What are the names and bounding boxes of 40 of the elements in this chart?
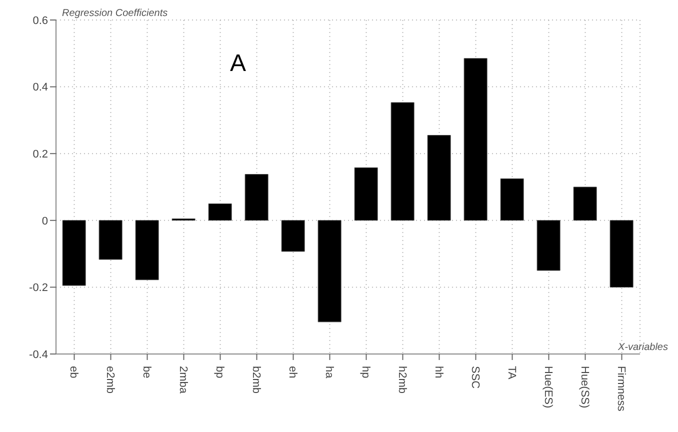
- bar: [390, 102, 414, 221]
- x-tick-label: h2mb: [396, 366, 408, 394]
- bar: [427, 134, 451, 221]
- x-tick-label: TA: [505, 366, 518, 380]
- y-tick-label: 0.2: [32, 148, 48, 161]
- bar: [536, 220, 560, 271]
- bar: [464, 58, 488, 221]
- x-tick-label: Firmness: [614, 366, 627, 412]
- bar: [354, 167, 378, 221]
- x-tick-label: SSC: [468, 366, 481, 389]
- bar: [62, 220, 86, 286]
- y-tick-label: 0.4: [32, 82, 48, 94]
- bar: [318, 220, 342, 322]
- annotation: A: [230, 50, 246, 78]
- x-tick-label: 2mba: [176, 366, 189, 394]
- x-tick-label: bp: [213, 366, 226, 378]
- y-tick-label: 0.6: [32, 14, 48, 27]
- bar: [610, 220, 634, 288]
- x-tick-label: Hue(ES): [542, 366, 554, 408]
- bar: [135, 220, 159, 280]
- y-tick-label: -0.4: [29, 348, 48, 361]
- x-tick-label: hp: [359, 366, 372, 378]
- y-axis-title: Regression Coefficients: [62, 8, 168, 19]
- bar: [98, 220, 122, 260]
- bar: [244, 174, 268, 221]
- bar: [500, 178, 524, 221]
- bar: [573, 186, 597, 221]
- x-tick-label: eb: [67, 366, 80, 378]
- y-tick-label: 0: [42, 215, 48, 228]
- y-tick-label: -0.2: [29, 282, 48, 294]
- x-tick-label: be: [140, 366, 152, 378]
- x-tick-label: eh: [286, 366, 298, 378]
- x-tick-label: hh: [432, 366, 444, 378]
- x-tick-label: ha: [322, 366, 335, 380]
- x-tick-label: b2mb: [250, 366, 262, 394]
- bar: [281, 220, 305, 252]
- bar: [208, 203, 232, 221]
- x-tick-label: Hue(SS): [578, 366, 590, 408]
- x-axis-title: X-variables: [618, 342, 668, 353]
- x-tick-label: e2mb: [104, 366, 116, 394]
